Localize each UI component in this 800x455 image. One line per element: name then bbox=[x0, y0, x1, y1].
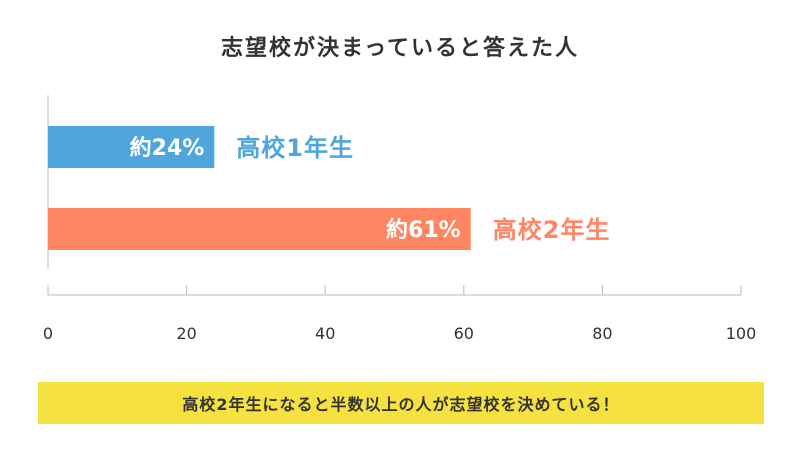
chart-title: 志望校が決まっていると答えた人 bbox=[220, 36, 580, 61]
x-tick-label: 100 bbox=[726, 324, 757, 343]
x-tick-label: 80 bbox=[592, 324, 612, 343]
bar bbox=[48, 208, 471, 250]
bar-value-label: 約61% bbox=[386, 217, 461, 243]
x-tick-label: 40 bbox=[315, 324, 335, 343]
bar-category-label: 高校1年生 bbox=[236, 134, 354, 162]
bar-category-label: 高校2年生 bbox=[493, 216, 611, 244]
summary-text: 高校2年生になると半数以上の人が志望校を決めている！ bbox=[182, 395, 620, 414]
x-tick-label: 20 bbox=[176, 324, 196, 343]
x-tick-label: 0 bbox=[43, 324, 53, 343]
bar-value-label: 約24% bbox=[130, 135, 205, 161]
bar bbox=[48, 126, 215, 168]
x-tick-label: 60 bbox=[454, 324, 474, 343]
summary-banner: 高校2年生になると半数以上の人が志望校を決めている！ bbox=[38, 382, 764, 424]
